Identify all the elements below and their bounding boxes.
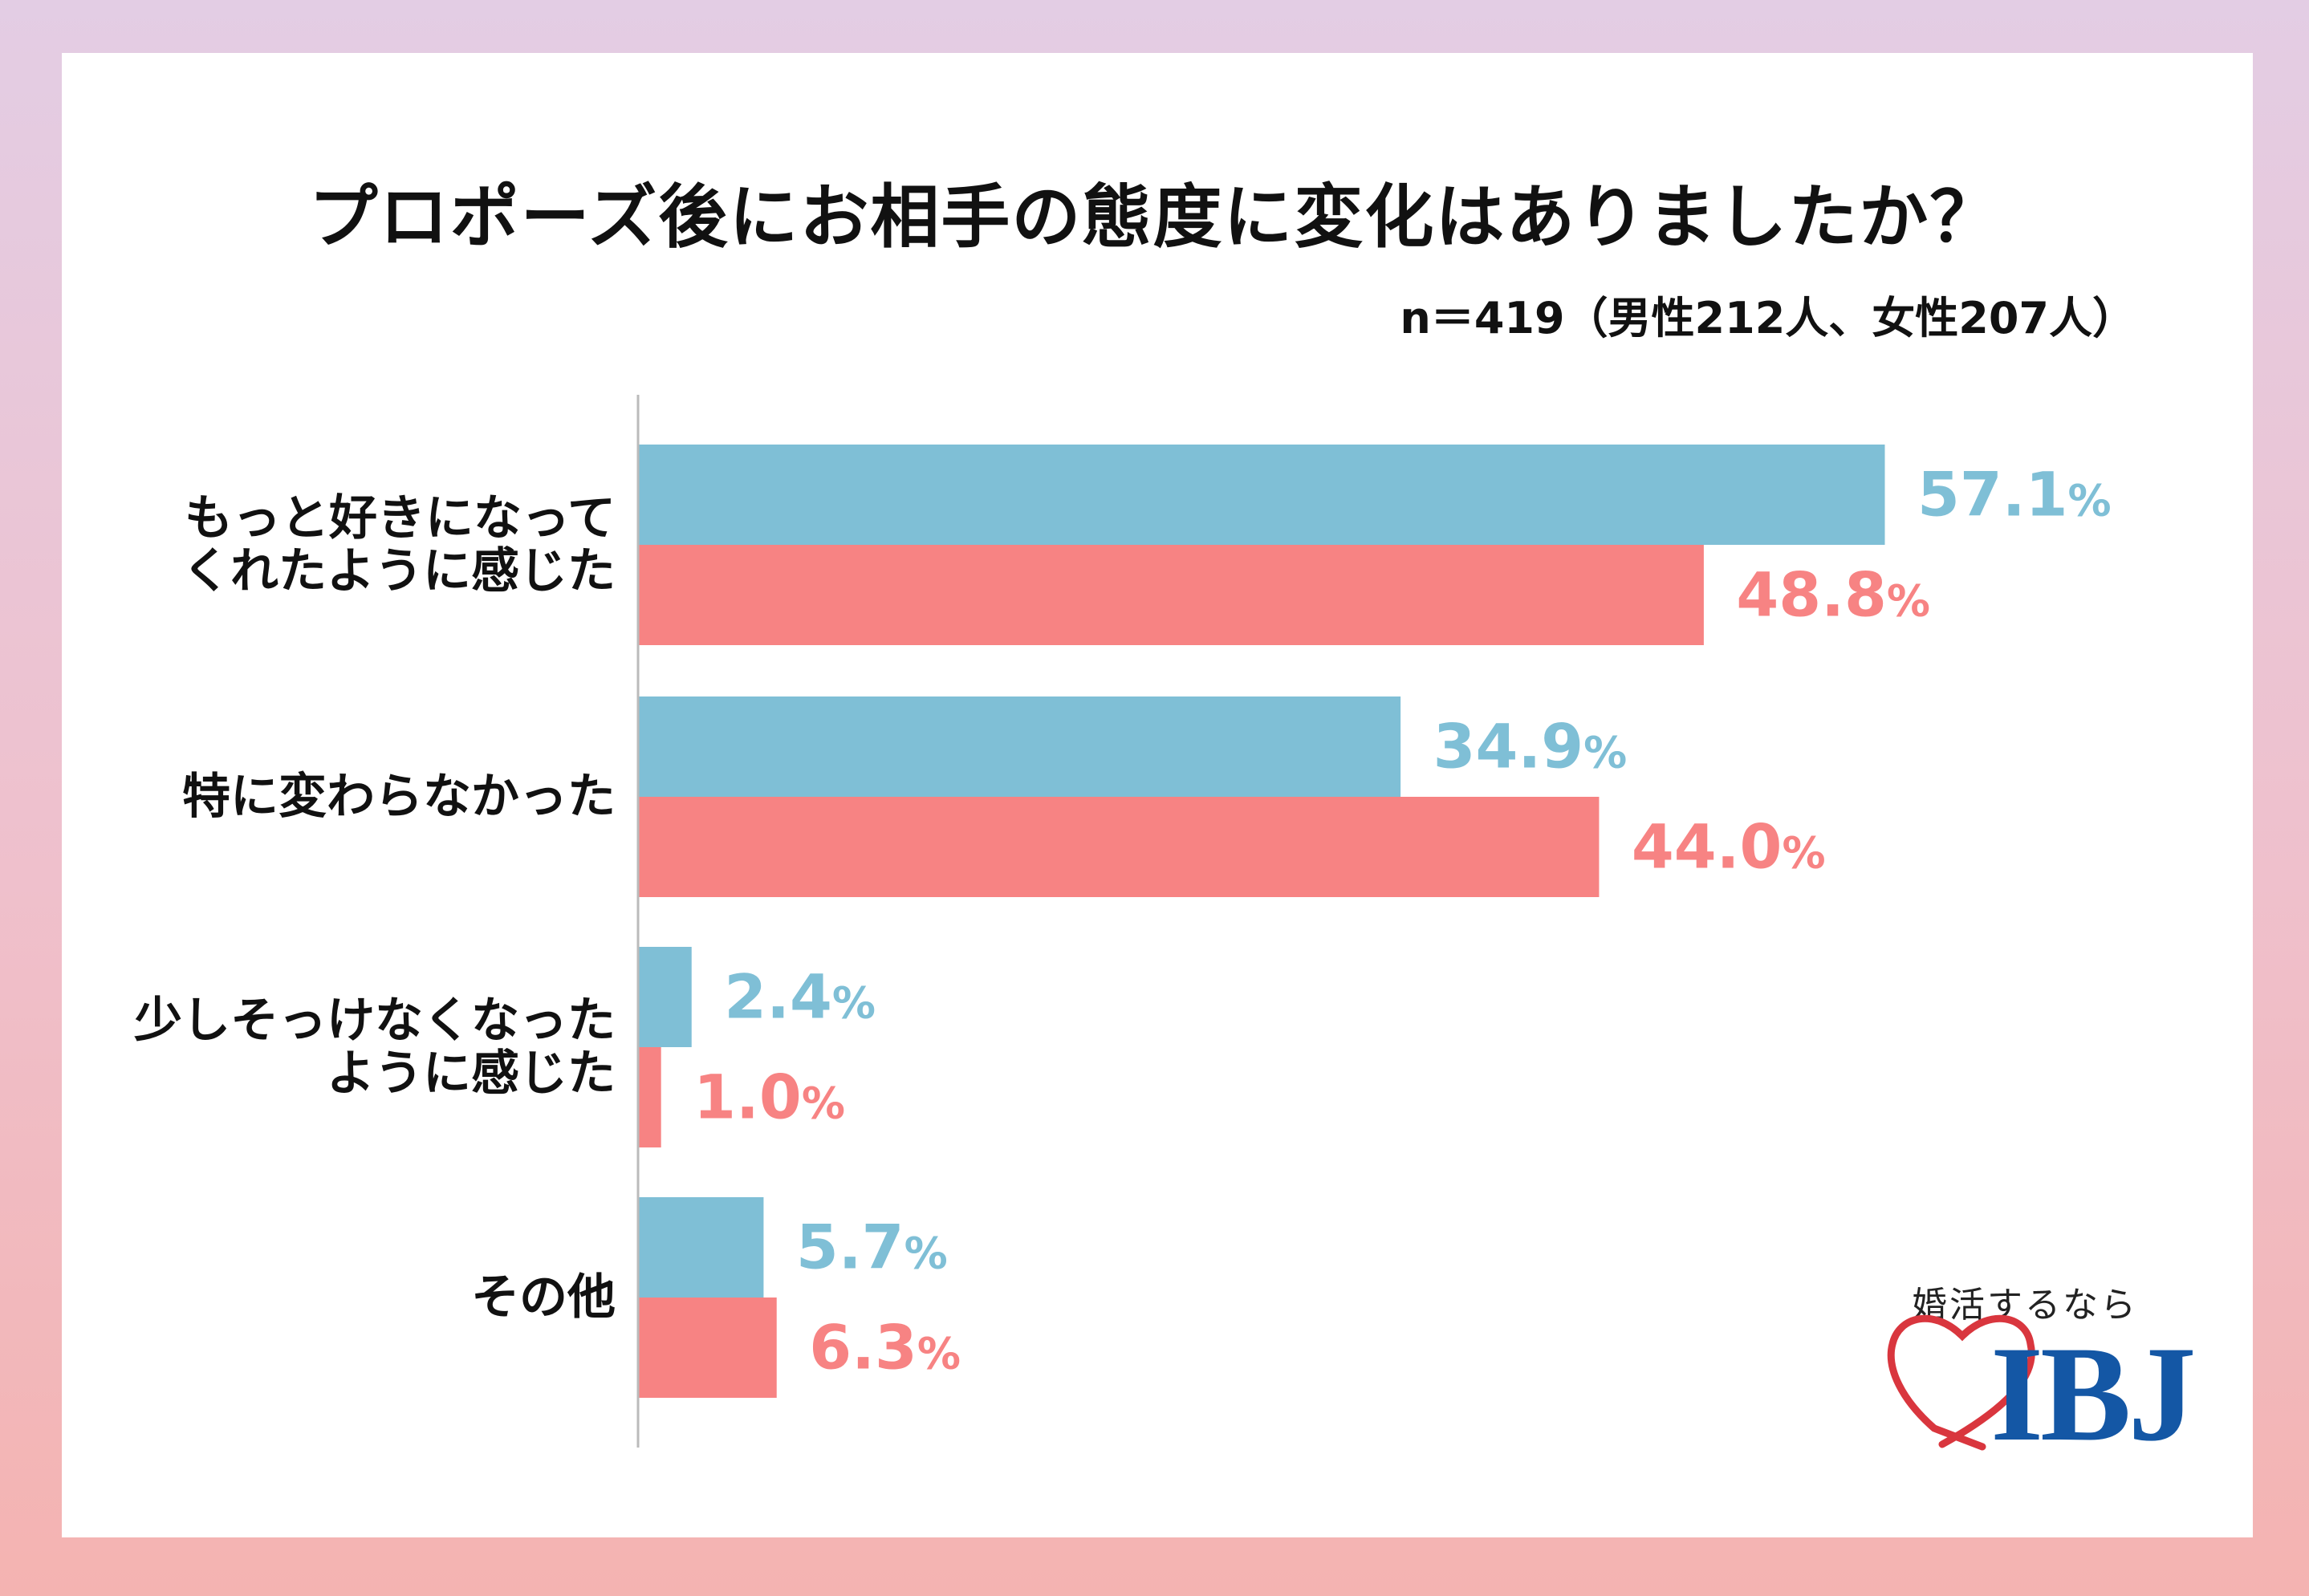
bar-male [639, 1197, 764, 1298]
category-label: もっと好きになって くれたように感じた [182, 490, 616, 599]
bar-female [639, 1298, 777, 1398]
logo-brand: IBJ [1990, 1318, 2197, 1469]
data-label: 34.9% [1433, 711, 1628, 782]
chart-title: プロポーズ後にお相手の態度に変化はありましたか？ [308, 177, 2001, 258]
bar-female [639, 545, 1704, 645]
data-label: 2.4% [724, 961, 876, 1033]
data-label: 6.3% [809, 1312, 961, 1383]
ibj-heart-logo-icon [1887, 1314, 2035, 1451]
category-label: その他 [471, 1269, 616, 1326]
data-label: 5.7% [796, 1212, 948, 1283]
category-label: 少しそっけなくなった ように感じた [134, 993, 616, 1102]
logo-tagline: 婚活するなら [1912, 1285, 2138, 1326]
data-label: 48.8% [1736, 559, 1930, 631]
data-label: 1.0% [693, 1062, 845, 1133]
bar-male [639, 696, 1401, 797]
bar-male [639, 445, 1885, 545]
category-label: 特に変わらなかった [182, 769, 616, 825]
sample-size-note: n＝419（男性212人、女性207人） [1400, 293, 2136, 343]
data-label: 44.0% [1632, 811, 1826, 883]
bar-female [639, 1047, 661, 1147]
data-label: 57.1% [1917, 459, 2112, 530]
bar-male [639, 947, 692, 1047]
bar-female [639, 797, 1600, 897]
